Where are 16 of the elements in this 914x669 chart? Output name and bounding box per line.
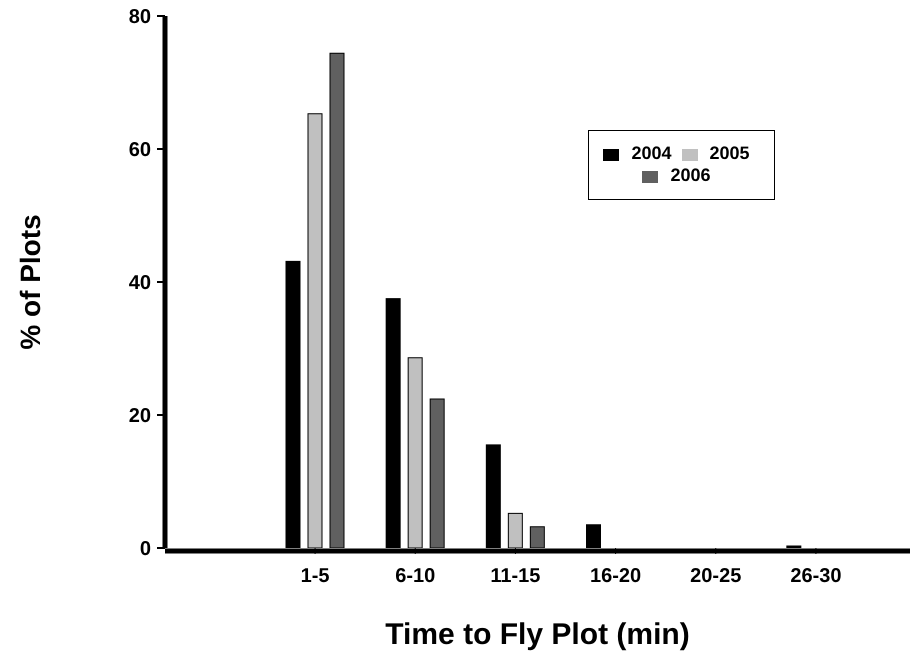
y-tick-label: 60	[128, 139, 151, 162]
x-tick-label: 6-10	[395, 565, 436, 588]
x-tick-label: 16-20	[590, 565, 642, 588]
y-tick-label: 20	[128, 405, 151, 428]
y-tick-label: 0	[140, 538, 151, 560]
legend-label: 2006	[670, 165, 711, 185]
legend-label: 2004	[631, 143, 672, 163]
legend-label: 2005	[710, 143, 750, 163]
x-tick-label: 20-25	[690, 565, 742, 588]
y-tick-label: 40	[128, 272, 151, 294]
x-tick-label: 11-15	[490, 565, 540, 588]
x-tick-label: 1-5	[300, 565, 330, 588]
y-tick-label: 80	[128, 6, 151, 28]
x-tick-label: 26-30	[790, 565, 842, 588]
y-axis-title: % of Plots	[14, 214, 46, 350]
x-axis-title: Time to Fly Plot (min)	[385, 618, 690, 651]
